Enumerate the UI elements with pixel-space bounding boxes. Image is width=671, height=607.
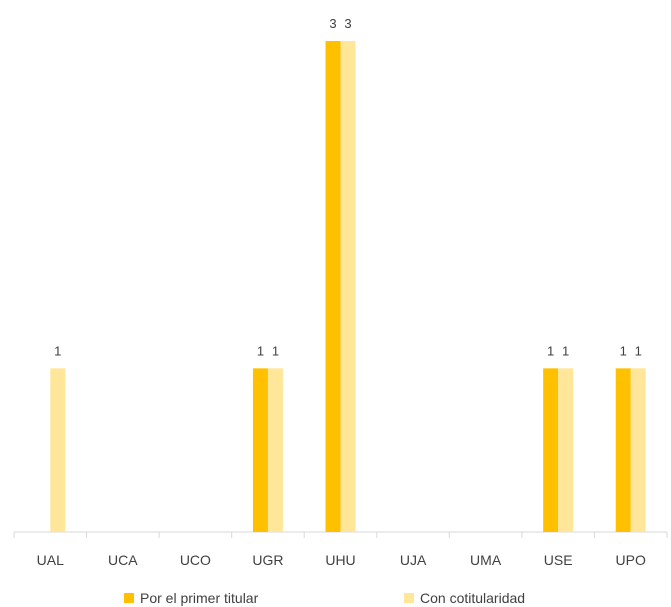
bar bbox=[267, 368, 283, 532]
data-label: 3 bbox=[344, 16, 351, 31]
category-label: UHU bbox=[325, 552, 355, 568]
bar bbox=[630, 368, 646, 532]
data-label: 1 bbox=[54, 343, 61, 358]
bar bbox=[325, 41, 341, 532]
bar bbox=[558, 368, 574, 532]
legend-item-series-2: Con cotitularidad bbox=[404, 590, 525, 606]
data-label: 1 bbox=[272, 343, 279, 358]
category-label: USE bbox=[544, 552, 573, 568]
legend-label-series-2: Con cotitularidad bbox=[420, 590, 526, 606]
data-label: 1 bbox=[620, 343, 627, 358]
legend-swatch-series-1 bbox=[124, 593, 134, 603]
category-labels: UAL UCA UCO UGR UHU UJA UMA USE UPO bbox=[37, 552, 646, 568]
legend: Por el primer titular Con cotitularidad bbox=[0, 590, 671, 607]
bars bbox=[50, 41, 646, 532]
category-label: UMA bbox=[470, 552, 502, 568]
bar bbox=[543, 368, 559, 532]
data-label: 1 bbox=[635, 343, 642, 358]
legend-item-series-1: Por el primer titular bbox=[124, 590, 258, 606]
category-label: UCA bbox=[108, 552, 138, 568]
data-label: 1 bbox=[562, 343, 569, 358]
bar bbox=[340, 41, 356, 532]
data-label: 1 bbox=[257, 343, 264, 358]
x-axis-ticks bbox=[13, 532, 668, 538]
category-label: UGR bbox=[252, 552, 283, 568]
bar bbox=[615, 368, 631, 532]
data-label: 1 bbox=[547, 343, 554, 358]
bar bbox=[252, 368, 268, 532]
legend-label-series-1: Por el primer titular bbox=[140, 590, 259, 606]
data-labels: 1 1 13 31 1 1 1 bbox=[54, 16, 642, 358]
category-label: UAL bbox=[37, 552, 64, 568]
category-label: UJA bbox=[400, 552, 427, 568]
data-label: 3 bbox=[329, 16, 336, 31]
category-label: UCO bbox=[180, 552, 211, 568]
bar bbox=[50, 368, 66, 532]
category-label: UPO bbox=[616, 552, 646, 568]
legend-swatch-series-2 bbox=[404, 593, 414, 603]
